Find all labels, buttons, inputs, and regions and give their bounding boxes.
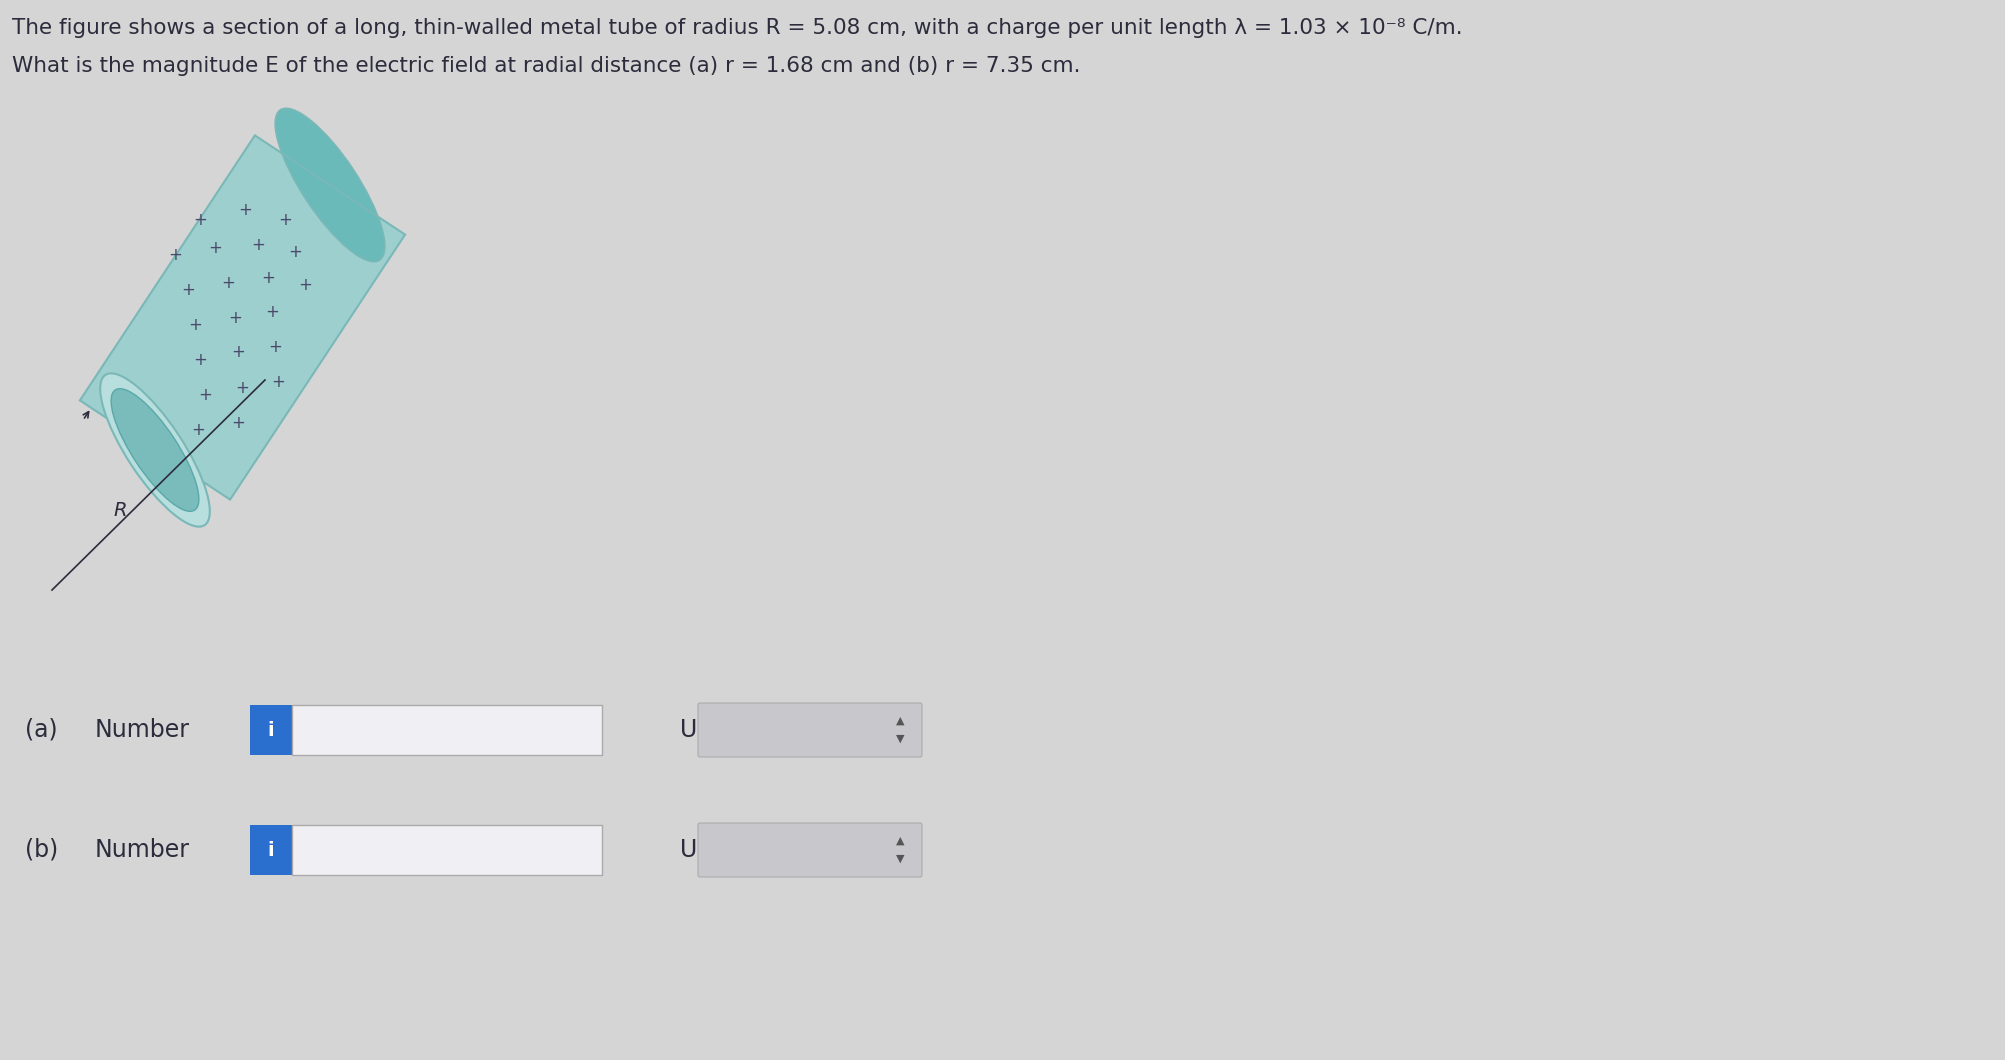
- Text: ▼: ▼: [896, 734, 904, 744]
- Text: (a): (a): [24, 718, 58, 742]
- Text: i: i: [267, 841, 275, 860]
- Text: +: +: [289, 243, 303, 261]
- Text: +: +: [221, 273, 235, 292]
- Text: +: +: [269, 338, 283, 356]
- Text: The figure shows a section of a long, thin-walled metal tube of radius R = 5.08 : The figure shows a section of a long, th…: [12, 18, 1462, 38]
- Text: (b): (b): [24, 838, 58, 862]
- Text: +: +: [229, 310, 243, 326]
- Text: +: +: [188, 316, 203, 334]
- Text: ▲: ▲: [896, 836, 904, 846]
- Ellipse shape: [275, 108, 385, 262]
- Text: +: +: [231, 414, 245, 432]
- Text: +: +: [299, 276, 313, 294]
- Text: Number: Number: [94, 838, 190, 862]
- Text: +: +: [198, 386, 213, 404]
- Text: Number: Number: [94, 718, 190, 742]
- Text: Units: Units: [680, 838, 740, 862]
- Text: +: +: [180, 281, 194, 299]
- FancyBboxPatch shape: [251, 825, 293, 874]
- Text: ▲: ▲: [896, 716, 904, 726]
- Text: +: +: [168, 246, 182, 264]
- Text: R: R: [112, 500, 126, 519]
- FancyBboxPatch shape: [698, 823, 922, 877]
- Text: +: +: [235, 379, 249, 398]
- Text: +: +: [261, 269, 275, 287]
- Text: +: +: [190, 421, 205, 439]
- Text: +: +: [239, 201, 253, 219]
- Text: +: +: [279, 211, 293, 229]
- Text: What is the magnitude E of the electric field at radial distance (a) r = 1.68 cm: What is the magnitude E of the electric …: [12, 56, 1081, 76]
- FancyBboxPatch shape: [293, 705, 602, 755]
- Text: Units: Units: [680, 718, 740, 742]
- Text: +: +: [192, 351, 207, 369]
- Text: i: i: [267, 721, 275, 740]
- Ellipse shape: [100, 373, 211, 527]
- FancyBboxPatch shape: [293, 825, 602, 874]
- Ellipse shape: [110, 389, 198, 511]
- FancyBboxPatch shape: [251, 705, 293, 755]
- Text: ▼: ▼: [896, 854, 904, 864]
- Text: +: +: [265, 303, 279, 321]
- Text: +: +: [192, 211, 207, 229]
- Text: +: +: [271, 373, 285, 391]
- Text: +: +: [231, 343, 245, 361]
- FancyBboxPatch shape: [698, 703, 922, 757]
- Polygon shape: [80, 136, 405, 499]
- Text: +: +: [209, 238, 223, 257]
- Text: +: +: [251, 236, 265, 254]
